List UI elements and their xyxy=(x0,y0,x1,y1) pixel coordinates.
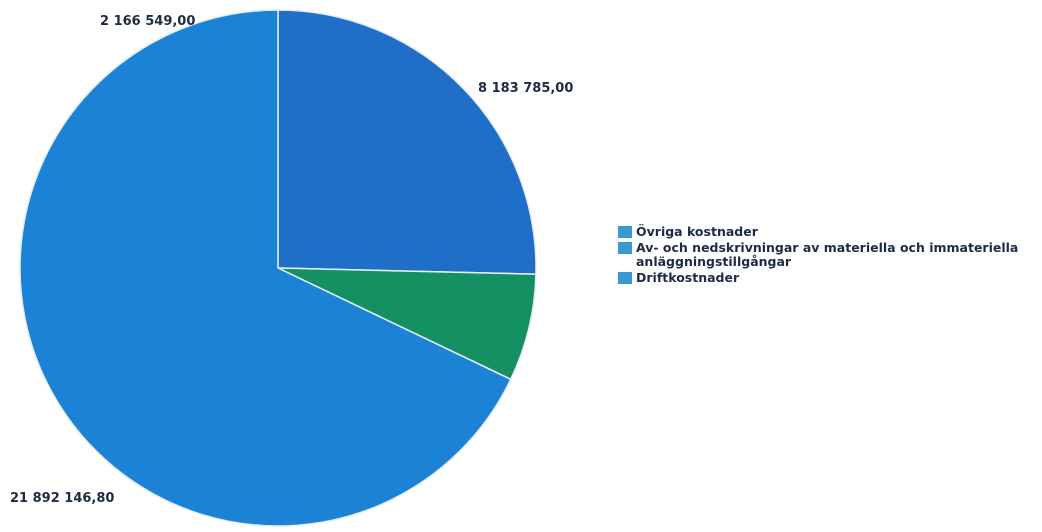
slice-label-ovriga: 8 183 785,00 xyxy=(478,81,573,96)
legend-swatch xyxy=(618,272,632,284)
slice-label-avskrivningar: 2 166 549,00 xyxy=(100,14,195,29)
legend-label: Driftkostnader xyxy=(636,270,740,285)
pie-slice-avskrivningar xyxy=(277,267,537,381)
legend-item-ovriga: Övriga kostnader xyxy=(618,224,759,239)
legend-swatch xyxy=(618,226,632,238)
legend-swatch xyxy=(618,242,632,254)
legend-item-drift: Driftkostnader xyxy=(618,270,740,285)
pie-slice-ovriga-kostnader xyxy=(277,9,537,275)
legend-label: Av- och nedskrivningar av materiella och… xyxy=(636,240,1018,269)
legend-label: Övriga kostnader xyxy=(636,224,759,239)
pie-slice-driftkostnader xyxy=(19,9,512,527)
legend-item-avskrivningar: Av- och nedskrivningar av materiella och… xyxy=(618,240,1018,269)
slice-label-drift: 21 892 146,80 xyxy=(10,491,114,506)
pie-data-labels: 8 183 785,00 2 166 549,00 21 892 146,80 xyxy=(10,14,573,506)
pie-slices xyxy=(19,9,537,527)
